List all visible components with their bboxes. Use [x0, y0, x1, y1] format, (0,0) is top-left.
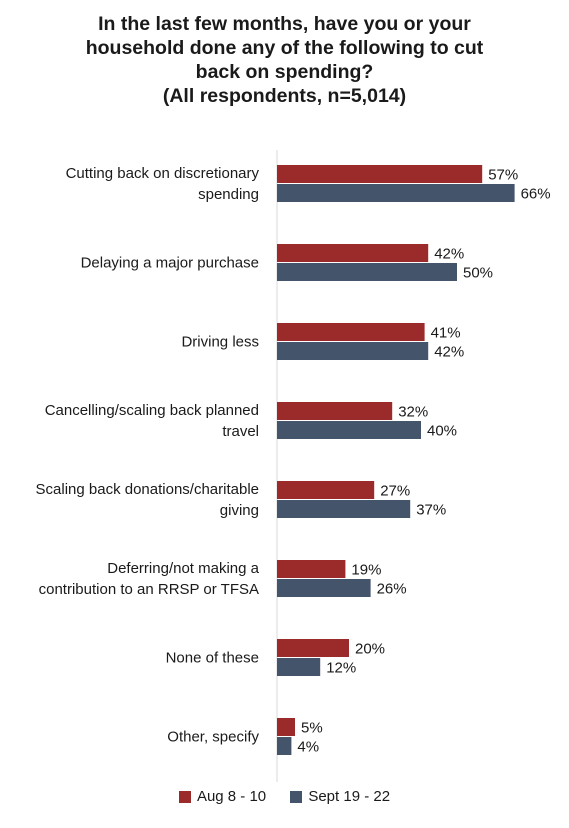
data-label-sept: 50%: [463, 265, 493, 282]
chart-title: In the last few months, have you or your…: [0, 12, 569, 108]
data-label-sept: 40%: [427, 423, 457, 440]
bar-aug: [277, 639, 349, 657]
category-label: Cancelling/scaling back planned travel: [45, 402, 259, 440]
category-label-line: spending: [198, 186, 259, 203]
category-label: Delaying a major purchase: [81, 255, 259, 272]
data-label-sept: 4%: [297, 739, 319, 756]
legend-swatch-aug: [178, 790, 191, 803]
category-label-line: Cancelling/scaling back planned: [45, 402, 259, 419]
data-label-aug: 5%: [301, 720, 323, 737]
legend-label-aug: Aug 8 - 10: [196, 788, 267, 805]
data-label-sept: 37%: [416, 502, 446, 519]
title-line-4: (All respondents, n=5,014): [162, 85, 407, 107]
category-label-line: Delaying a major purchase: [81, 255, 259, 272]
data-label-aug: 19%: [351, 562, 381, 579]
category-label-line: Driving less: [181, 334, 259, 351]
bar-sept: [277, 421, 421, 439]
bar-sept: [277, 263, 457, 281]
category-label: Scaling back donations/charitable giving: [36, 481, 259, 519]
bar-aug: [277, 481, 375, 499]
bar-sept: [277, 342, 429, 360]
category-label: None of these: [166, 650, 259, 667]
category-label-line: contribution to an RRSP or TFSA: [39, 581, 259, 598]
data-label-sept: 12%: [326, 660, 356, 677]
data-label-sept: 26%: [377, 581, 407, 598]
title-line-2: household done any of the following to c…: [85, 37, 484, 59]
data-label-sept: 42%: [434, 344, 464, 361]
category-label-line: giving: [220, 502, 259, 519]
bar-aug: [277, 718, 295, 736]
category-label-line: Cutting back on discretionary: [66, 165, 260, 182]
bar-sept: [277, 737, 292, 755]
category-label: Cutting back on discretionary spending: [66, 165, 260, 203]
category-label: Driving less: [181, 334, 259, 351]
category-label-line: Scaling back donations/charitable: [36, 481, 259, 498]
legend-swatch-sept: [290, 790, 303, 803]
data-label-aug: 57%: [488, 167, 518, 184]
bar-sept: [277, 658, 321, 676]
category-label-line: None of these: [166, 650, 259, 667]
data-label-aug: 27%: [380, 483, 410, 500]
title-line-3: back on spending?: [195, 61, 374, 83]
legend-item-aug: Aug 8 - 10: [178, 788, 267, 805]
bar-aug: [277, 560, 346, 578]
bar-aug: [277, 323, 425, 341]
legend-label-sept: Sept 19 - 22: [308, 788, 391, 805]
bar-aug: [277, 402, 393, 420]
data-label-aug: 41%: [431, 325, 461, 342]
legend: Aug 8 - 10 Sept 19 - 22: [0, 788, 569, 807]
data-label-aug: 42%: [434, 246, 464, 263]
category-label: Other, specify: [167, 729, 259, 746]
category-label-line: travel: [222, 423, 259, 440]
category-label: Deferring/not making a contribution to an…: [39, 560, 260, 598]
bar-sept: [277, 579, 371, 597]
bar-sept: [277, 500, 411, 518]
legend-item-sept: Sept 19 - 22: [290, 788, 390, 805]
data-label-aug: 32%: [398, 404, 428, 421]
bar-aug: [277, 244, 429, 262]
data-label-sept: 66%: [521, 186, 551, 203]
category-label-line: Deferring/not making a: [107, 560, 259, 577]
category-label-line: Other, specify: [167, 729, 259, 746]
title-line-1: In the last few months, have you or your: [98, 13, 471, 35]
bar-aug: [277, 165, 483, 183]
data-label-aug: 20%: [355, 641, 385, 658]
bar-sept: [277, 184, 515, 202]
